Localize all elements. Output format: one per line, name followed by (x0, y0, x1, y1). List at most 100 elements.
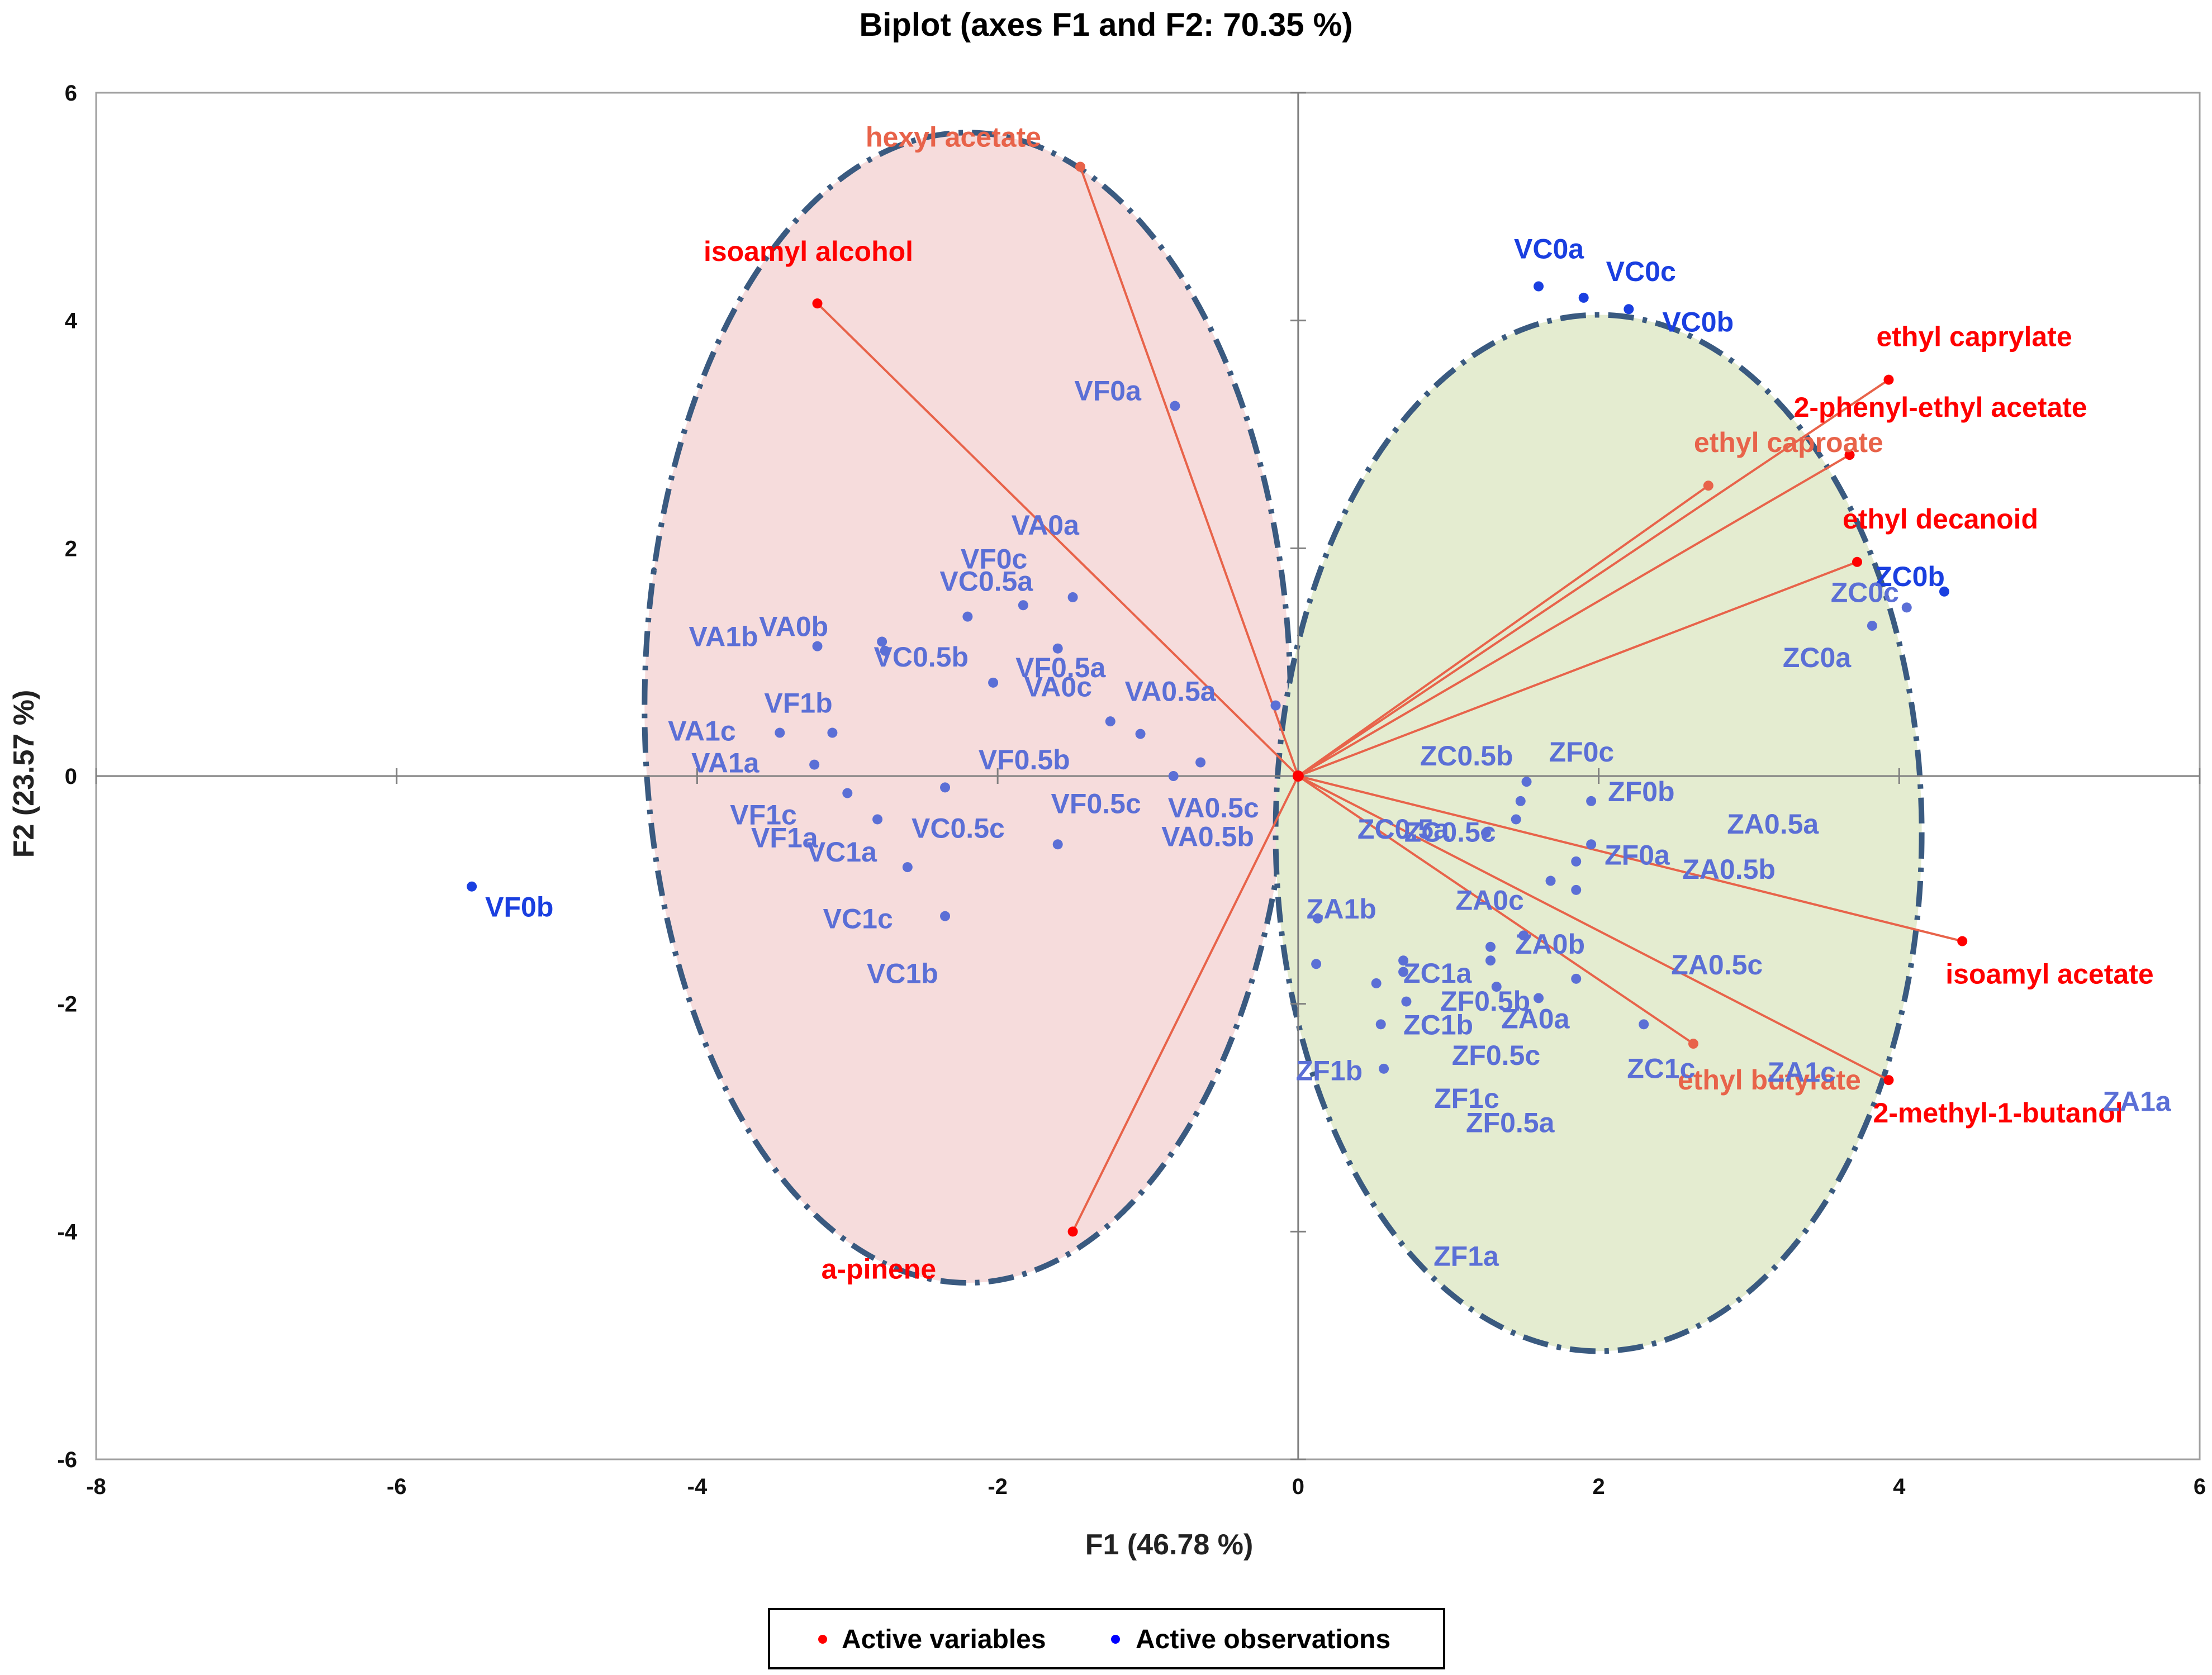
observation-point-vc1c (1052, 839, 1063, 850)
observation-point-vc0c (1578, 292, 1589, 303)
observation-label-vf0-5c: VF0.5c (1051, 788, 1141, 820)
vector-isoamyl-alcohol (817, 302, 1299, 777)
observation-label-zc1b: ZC1b (1403, 1010, 1473, 1041)
y-tick-label: -4 (57, 1220, 77, 1244)
observation-label-zc0c: ZC0c (1831, 577, 1899, 608)
observation-point-va0a (1067, 592, 1078, 602)
y-tick-label: -6 (57, 1448, 77, 1472)
observation-label-za1c: ZA1c (1768, 1057, 1836, 1088)
observation-point-va0c (1052, 643, 1063, 654)
vector-2-phenyl-ethyl-acetate (1297, 454, 1850, 777)
origin-point (1292, 770, 1304, 782)
observation-point-vc0-5c (940, 782, 951, 793)
observation-label-zf0b: ZF0b (1608, 776, 1674, 807)
ellipses-layer (642, 130, 1925, 1354)
observation-point-vf1a (872, 814, 883, 825)
observation-label-va0b: VA0b (759, 611, 828, 642)
variable-point-isoamyl-alcohol (812, 298, 823, 309)
observation-label-za1b: ZA1b (1307, 893, 1376, 925)
observation-point-va1b (812, 641, 823, 651)
variable-label-ethyl-decanoid: ethyl decanoid (1843, 503, 2038, 535)
x-tick-label: -8 (86, 1474, 106, 1499)
observation-label-vf1b: VF1b (764, 688, 832, 719)
observation-point-zf1a (1311, 959, 1322, 969)
observation-label-za1a: ZA1a (2102, 1086, 2171, 1117)
variable-point-2-phenyl-ethyl-acetate (1844, 450, 1855, 460)
observation-label-zf1b: ZF1b (1296, 1055, 1363, 1086)
vector-ethyl-butyrate (1297, 775, 1694, 1045)
observation-point-vc1a (902, 862, 913, 873)
observation-point-vf0c (1018, 600, 1028, 611)
variable-label-ethyl-caprylate: ethyl caprylate (1876, 321, 2072, 353)
observation-point-va0-5b (1195, 757, 1206, 768)
observation-label-vc0-5a: VC0.5a (939, 566, 1033, 597)
legend: Active variables Active observations (768, 1608, 1445, 1669)
observation-point-zc1c (1639, 1019, 1649, 1030)
observation-point-zf1b (1375, 1019, 1386, 1030)
x-tick-label: 4 (1893, 1474, 1906, 1499)
observation-point-zc1a (1398, 955, 1409, 966)
observation-point-vf0-5c (1135, 729, 1146, 739)
variable-point-isoamyl-acetate (1957, 936, 1968, 946)
observation-label-za0a: ZA0a (1501, 1003, 1570, 1034)
observation-point-va0b (877, 636, 887, 647)
observation-point-vc0-5a (962, 611, 973, 622)
variable-label-isoamyl-alcohol: isoamyl alcohol (704, 236, 913, 267)
observation-point-vf1b (827, 727, 838, 738)
observation-point-va0-5a (1270, 700, 1281, 711)
observation-label-zc0b: ZC0b (1875, 561, 1945, 592)
x-tick-label: -2 (988, 1474, 1008, 1499)
observation-label-zf1a: ZF1a (1433, 1240, 1499, 1272)
observation-point-zc0-5b (1515, 796, 1526, 806)
observation-label-zc1c: ZC1c (1627, 1053, 1695, 1084)
legend-variables-label: Active variables (842, 1625, 1046, 1654)
observation-label-va0-5c: VA0.5c (1168, 792, 1259, 824)
observation-point-zc0b (1939, 586, 1949, 597)
point-labels: hexyl acetate isoamyl alcohol ethyl capryl… (485, 121, 2172, 1284)
observation-label-vc0-5c: VC0.5c (912, 812, 1005, 844)
observation-point-vc1b (940, 911, 951, 921)
variable-label-ethyl-butyrate: ethyl butyrate (1678, 1064, 1861, 1096)
observation-label-vf0-5a: VF0.5a (1015, 652, 1106, 683)
y-tick-label: 6 (65, 81, 77, 106)
observation-points (467, 281, 1949, 1074)
vector-hexyl-acetate (1079, 166, 1299, 777)
vector-2-methyl-1-butanol (1297, 775, 1890, 1082)
y-tick-label: 2 (65, 536, 77, 561)
observation-point-za0a (1518, 930, 1529, 941)
observation-label-vc1b: VC1b (867, 958, 938, 989)
observation-point-zc1b (1398, 967, 1409, 977)
observation-label-zc0-5b: ZC0.5b (1420, 740, 1513, 772)
observation-point-vf1c (842, 788, 853, 798)
observation-label-vc1a: VC1a (807, 836, 877, 868)
observation-label-va0-5a: VA0.5a (1125, 676, 1217, 707)
observation-point-za1a (1401, 996, 1412, 1007)
observation-point-zc0a (1867, 620, 1877, 631)
variable-label-a-pinene: a-pinene (822, 1253, 937, 1284)
observation-point-vf0a (1170, 401, 1180, 411)
observation-label-zf0-5b: ZF0.5b (1440, 986, 1530, 1017)
observation-label-zf1c: ZF1c (1434, 1083, 1499, 1114)
observation-point-zf0-5c (1491, 982, 1502, 992)
observation-point-zc0c (1901, 602, 1912, 613)
vector-a-pinene (1071, 775, 1299, 1233)
observation-point-zf0c (1521, 777, 1532, 787)
observation-label-va1c: VA1c (668, 716, 735, 747)
variable-point-ethyl-caproate (1703, 480, 1713, 491)
observation-label-va0c: VA0c (1024, 672, 1092, 703)
legend-variables-marker (818, 1635, 827, 1644)
legend-observations-label: Active observations (1136, 1625, 1390, 1654)
observation-point-za0b (1485, 941, 1496, 952)
observation-point-za1b (1312, 913, 1323, 924)
observation-label-vf0a: VF0a (1074, 375, 1142, 407)
variable-label-2-methyl-1-butanol: 2-methyl-1-butanol (1873, 1097, 2123, 1129)
variable-label-hexyl-acetate: hexyl acetate (866, 121, 1041, 153)
observation-point-vf0b (467, 881, 477, 892)
variable-point-ethyl-decanoid (1852, 556, 1863, 567)
observation-point-vc0-5b (880, 645, 890, 656)
variable-label-isoamyl-acetate: isoamyl acetate (1945, 959, 2153, 990)
observation-label-za0c: ZA0c (1456, 885, 1524, 916)
observation-label-za0-5b: ZA0.5b (1682, 854, 1776, 885)
variable-point-ethyl-butyrate (1688, 1039, 1698, 1049)
